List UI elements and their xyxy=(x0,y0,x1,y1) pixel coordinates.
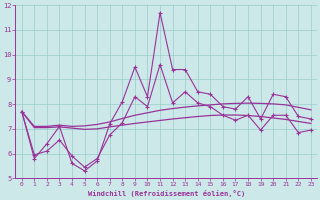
X-axis label: Windchill (Refroidissement éolien,°C): Windchill (Refroidissement éolien,°C) xyxy=(88,190,245,197)
